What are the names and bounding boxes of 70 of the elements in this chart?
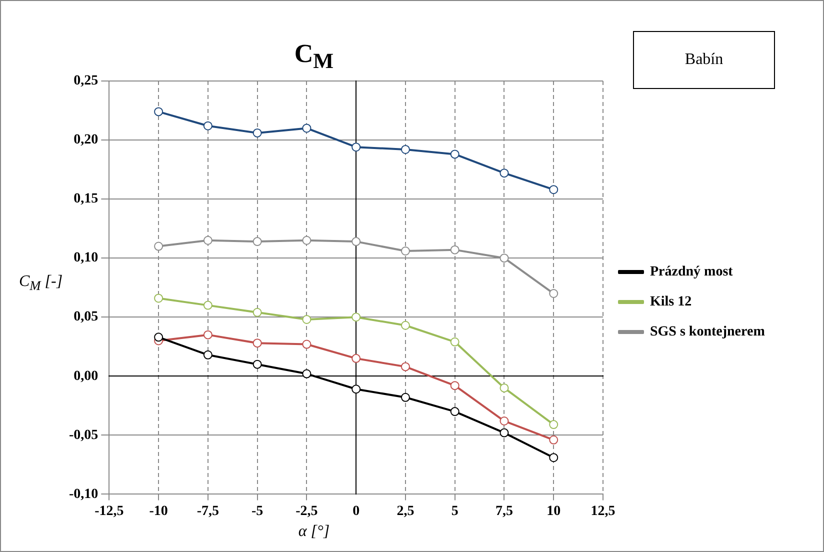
- y-tick-label: 0,25: [74, 74, 98, 89]
- y-tick-label: 0,05: [74, 310, 98, 325]
- point: [500, 168, 509, 178]
- text: Babín: [633, 31, 775, 89]
- point: [500, 428, 509, 438]
- point: [352, 384, 361, 394]
- x-tick-label: -12,5: [94, 504, 124, 520]
- x-tick-label: 10: [546, 504, 561, 520]
- x-tick-label: 7,5: [495, 504, 513, 520]
- y-tick-label: -0,05: [68, 428, 98, 443]
- point: [154, 294, 164, 303]
- y-tick-label: -0,10: [68, 486, 98, 502]
- point: [302, 314, 312, 324]
- point: [252, 338, 262, 348]
- point: [352, 237, 361, 246]
- point: [450, 245, 460, 254]
- x-tick-label: -5: [251, 504, 264, 520]
- x-axis-title: α [°]: [298, 523, 330, 541]
- point: [450, 407, 460, 416]
- legend-label: Kils 12: [650, 294, 692, 310]
- y-tick-label: 0,15: [74, 192, 98, 207]
- y-axis-title: C$_{M}$ [-]: [19, 273, 63, 294]
- point: [203, 330, 212, 340]
- legend-label: Prázdný most: [650, 264, 734, 280]
- point: [352, 312, 361, 322]
- point: [252, 128, 262, 138]
- x-tick-label: 12,5: [590, 504, 616, 520]
- x-tick-label: 2,5: [396, 504, 414, 520]
- y-tick-label: 0,10: [74, 250, 98, 266]
- point: [302, 369, 312, 378]
- point: [549, 185, 558, 194]
- legend-label: SGS s kontejnerem: [650, 324, 766, 340]
- point: [549, 435, 558, 444]
- x-tick-label: 0: [352, 504, 360, 520]
- point: [352, 354, 361, 363]
- x-tick-label: 5: [451, 504, 458, 520]
- y-tick-label: 0,00: [74, 368, 98, 384]
- chart-title: C$_{M}$: [293, 39, 335, 74]
- point: [252, 360, 262, 369]
- point: [450, 337, 460, 346]
- point: [500, 254, 509, 263]
- point: [400, 144, 410, 154]
- point: [549, 289, 558, 298]
- point: [450, 381, 460, 390]
- point: [302, 340, 312, 349]
- point: [154, 242, 164, 251]
- point: [549, 453, 558, 462]
- point: [302, 124, 312, 133]
- point: [154, 107, 164, 116]
- point: [400, 392, 410, 402]
- point: [400, 362, 410, 372]
- point: [203, 350, 212, 360]
- point: [500, 383, 509, 392]
- x-tick-label: -2,5: [296, 504, 318, 520]
- point: [302, 236, 312, 245]
- point: [154, 332, 164, 342]
- point: [203, 236, 212, 245]
- point: [500, 416, 509, 426]
- x-tick-label: -10: [149, 504, 168, 520]
- point: [400, 320, 410, 330]
- point: [450, 150, 460, 159]
- point: [400, 246, 410, 256]
- point: [252, 308, 262, 317]
- point: [203, 121, 212, 130]
- x-tick-label: -7,5: [196, 504, 220, 520]
- point: [549, 420, 558, 430]
- point: [252, 237, 262, 246]
- point: [352, 142, 361, 152]
- y-tick-label: 0,20: [74, 132, 98, 148]
- point: [203, 300, 212, 310]
